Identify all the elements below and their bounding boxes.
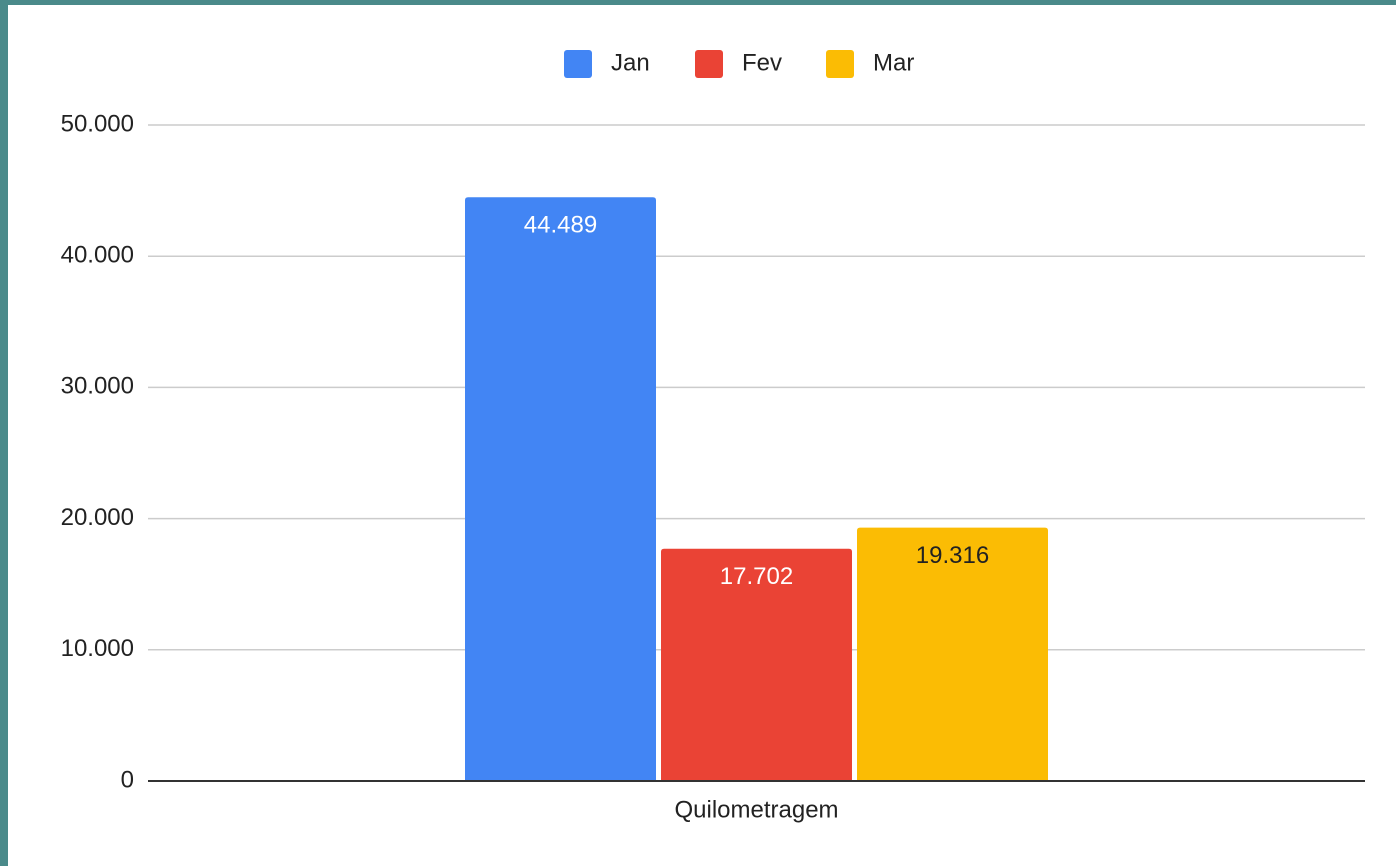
- bar: [465, 197, 656, 781]
- legend-label: Mar: [873, 49, 914, 76]
- y-tick-label: 10.000: [61, 635, 134, 662]
- legend-swatch: [826, 50, 854, 78]
- legend-label: Jan: [611, 49, 650, 76]
- y-tick-label: 30.000: [61, 373, 134, 400]
- data-label: 17.702: [720, 563, 793, 590]
- y-tick-label: 40.000: [61, 242, 134, 269]
- legend-swatch: [564, 50, 592, 78]
- legend-label: Fev: [742, 49, 782, 76]
- x-tick-label: Quilometragem: [674, 796, 838, 823]
- y-tick-label: 20.000: [61, 504, 134, 531]
- bar: [857, 527, 1048, 781]
- data-label: 44.489: [524, 212, 597, 239]
- data-label: 19.316: [916, 542, 989, 569]
- y-tick-label: 0: [121, 766, 134, 793]
- y-tick-label: 50.000: [61, 110, 134, 137]
- legend-swatch: [695, 50, 723, 78]
- bar: [661, 548, 852, 781]
